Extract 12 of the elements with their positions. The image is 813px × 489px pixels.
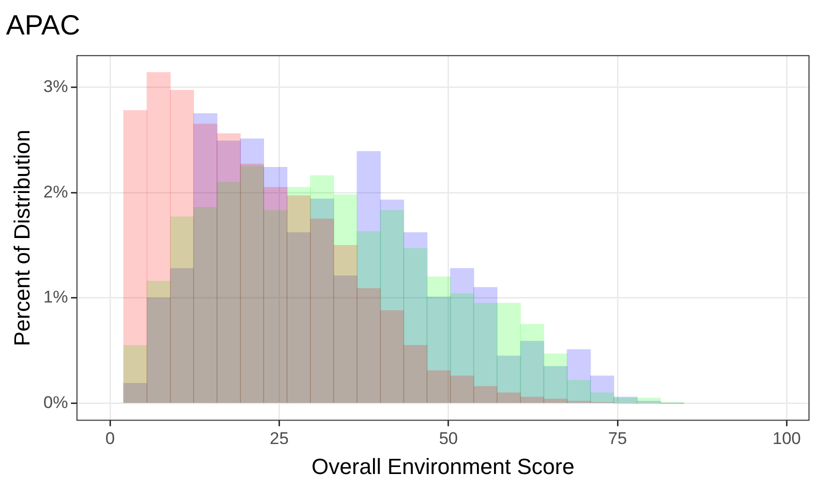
y-tick-label: 3%: [43, 76, 68, 96]
y-axis-title: Percent of Distribution: [9, 130, 34, 346]
y-tick-label: 1%: [43, 288, 68, 307]
x-tick-label: 50: [438, 429, 458, 448]
y-tick-label: 0%: [43, 393, 68, 412]
x-tick-label: 100: [772, 429, 801, 448]
x-tick-label: 25: [270, 429, 289, 448]
y-tick-label: 2%: [43, 182, 68, 202]
x-axis-title: Overall Environment Score: [312, 454, 574, 479]
x-tick-label: 0: [105, 429, 115, 448]
chart-title: APAC: [6, 10, 80, 41]
x-tick-label: 75: [608, 429, 627, 448]
